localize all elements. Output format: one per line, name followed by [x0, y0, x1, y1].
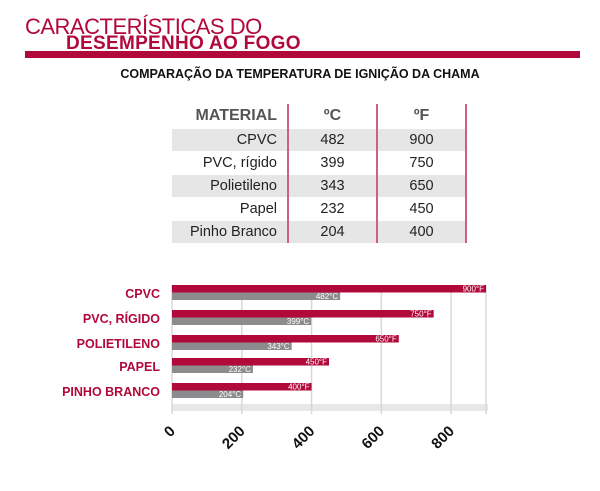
header-material: MATERIAL [195, 107, 277, 124]
table-row: CPVC 482 900 [172, 128, 467, 152]
bar-fahrenheit [172, 383, 312, 391]
data-table: MATERIAL ºC ºF CPVC 482 900 PVC, rígido 399 7… [172, 104, 467, 243]
cell-fahrenheit: 450 [376, 197, 467, 221]
data-label-celsius: 232°C [229, 365, 252, 374]
bar-fahrenheit [172, 335, 399, 343]
table-row: Polietileno 343 650 [172, 174, 467, 198]
cell-fahrenheit: 750 [376, 151, 467, 175]
category-label: PVC, RÍGIDO [82, 312, 160, 326]
data-label-celsius: 204°C [219, 390, 242, 399]
cell-fahrenheit: 400 [376, 220, 467, 243]
data-label-celsius: 399°C [287, 317, 310, 326]
data-label-fahrenheit: 900°F [463, 285, 485, 294]
bar-fahrenheit [172, 285, 486, 293]
category-label: CPVC [125, 287, 160, 301]
bar-celsius [172, 317, 312, 325]
header-fahrenheit: ºF [376, 104, 467, 129]
data-label-celsius: 482°C [316, 292, 339, 301]
data-label-celsius: 343°C [267, 342, 290, 351]
table-header-row: MATERIAL ºC ºF [172, 104, 467, 129]
cell-celsius: 399 [287, 151, 377, 175]
bar-fahrenheit [172, 310, 434, 318]
bar-celsius [172, 390, 244, 398]
x-tick-label: 0 [161, 423, 179, 441]
bar-celsius [172, 292, 341, 300]
cell-celsius: 232 [287, 197, 377, 221]
data-label-fahrenheit: 650°F [375, 335, 397, 344]
header-celsius: ºC [287, 104, 377, 129]
table-row: PVC, rígido 399 750 [172, 151, 467, 175]
cell-material: Papel [172, 197, 288, 221]
title-line-1: CARACTERÍSTICAS DO [25, 14, 262, 39]
bar-celsius [172, 365, 253, 373]
x-tick-label: 600 [358, 423, 388, 453]
cell-fahrenheit: 900 [376, 128, 467, 152]
subtitle: COMPARAÇÃO DA TEMPERATURA DE IGNIÇÃO DA … [120, 67, 480, 81]
x-tick-label: 800 [428, 423, 458, 453]
data-label-fahrenheit: 750°F [410, 310, 432, 319]
axis-band [172, 404, 488, 411]
cell-material: Pinho Branco [172, 220, 288, 243]
category-label: POLIETILENO [76, 337, 160, 351]
cell-fahrenheit: 650 [376, 174, 467, 198]
cell-material: PVC, rígido [172, 151, 288, 175]
x-tick-label: 400 [289, 423, 319, 453]
category-label: PINHO BRANCO [62, 385, 160, 399]
cell-material: Polietileno [172, 174, 288, 198]
x-tick-label: 200 [219, 423, 249, 453]
cell-celsius: 204 [287, 220, 377, 243]
title-line-2: DESEMPENHO AO FOGO [66, 33, 301, 54]
table-row: Papel 232 450 [172, 197, 467, 221]
category-label: PAPEL [119, 360, 160, 374]
data-label-fahrenheit: 450°F [306, 358, 328, 367]
cell-celsius: 343 [287, 174, 377, 198]
bar-fahrenheit [172, 358, 329, 366]
cell-celsius: 482 [287, 128, 377, 152]
title-underline-bar [25, 51, 580, 58]
bar-celsius [172, 342, 292, 350]
table-row: Pinho Branco 204 400 [172, 220, 467, 243]
cell-material: CPVC [172, 128, 288, 152]
data-label-fahrenheit: 400°F [288, 383, 310, 392]
